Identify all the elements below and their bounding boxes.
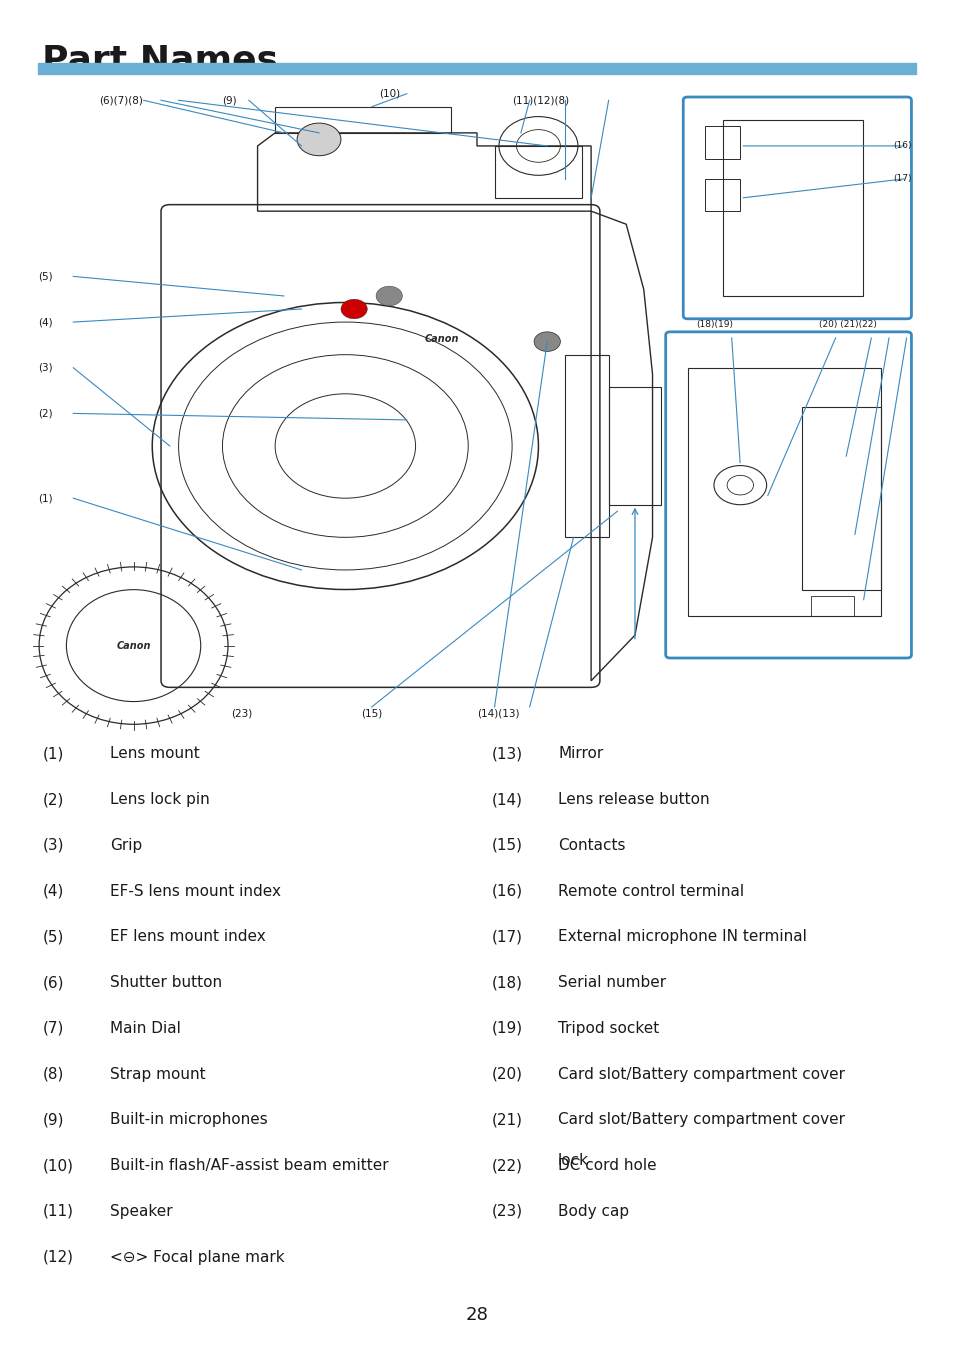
Bar	[810, 596, 854, 616]
Text: External microphone IN terminal: External microphone IN terminal	[558, 929, 806, 944]
Bar	[608, 387, 660, 504]
Text: (18)(19): (18)(19)	[696, 320, 733, 328]
Text: Strap mount: Strap mount	[110, 1067, 205, 1081]
Text: (23): (23)	[491, 1204, 522, 1219]
Text: (12): (12)	[43, 1250, 73, 1264]
Text: (1): (1)	[43, 746, 64, 761]
Text: (10): (10)	[378, 89, 399, 98]
Text: (21): (21)	[491, 1112, 521, 1127]
Text: Remote control terminal: Remote control terminal	[558, 884, 743, 898]
Text: (6): (6)	[43, 975, 65, 990]
Text: Contacts: Contacts	[558, 838, 625, 853]
Bar	[494, 147, 581, 198]
Text: (22): (22)	[491, 1158, 521, 1173]
Text: (9): (9)	[222, 95, 237, 105]
Text: Shutter button: Shutter button	[110, 975, 222, 990]
Text: (23): (23)	[231, 709, 253, 718]
Text: (20): (20)	[491, 1067, 521, 1081]
Text: Serial number: Serial number	[558, 975, 665, 990]
Text: (1): (1)	[38, 494, 52, 503]
Text: Part Names: Part Names	[42, 43, 278, 77]
Text: Speaker: Speaker	[110, 1204, 172, 1219]
Text: (2): (2)	[38, 409, 52, 418]
Text: (11): (11)	[43, 1204, 73, 1219]
Text: Lens release button: Lens release button	[558, 792, 709, 807]
Text: EF-S lens mount index: EF-S lens mount index	[110, 884, 280, 898]
Text: (15): (15)	[360, 709, 382, 718]
Text: (4): (4)	[38, 317, 52, 327]
Bar	[704, 126, 740, 159]
Bar	[801, 408, 880, 589]
Text: (9): (9)	[43, 1112, 65, 1127]
Text: Body cap: Body cap	[558, 1204, 629, 1219]
Text: (14)(13): (14)(13)	[476, 709, 519, 718]
Text: Mirror: Mirror	[558, 746, 602, 761]
Text: (3): (3)	[38, 363, 52, 373]
Text: Card slot/Battery compartment cover: Card slot/Battery compartment cover	[558, 1067, 844, 1081]
Text: <⊖> Focal plane mark: <⊖> Focal plane mark	[110, 1250, 284, 1264]
Text: Lens lock pin: Lens lock pin	[110, 792, 210, 807]
Text: EF lens mount index: EF lens mount index	[110, 929, 265, 944]
Text: (2): (2)	[43, 792, 64, 807]
Text: Canon: Canon	[116, 640, 151, 651]
Text: Lens mount: Lens mount	[110, 746, 199, 761]
Text: Built-in microphones: Built-in microphones	[110, 1112, 267, 1127]
Text: (19): (19)	[491, 1021, 522, 1036]
Text: (17): (17)	[491, 929, 521, 944]
Text: Card slot/Battery compartment cover: Card slot/Battery compartment cover	[558, 1112, 844, 1127]
Text: (7): (7)	[43, 1021, 64, 1036]
Text: (3): (3)	[43, 838, 65, 853]
Text: (14): (14)	[491, 792, 521, 807]
Circle shape	[534, 332, 559, 351]
Text: (16): (16)	[491, 884, 522, 898]
Text: 28: 28	[465, 1306, 488, 1325]
Bar	[274, 106, 450, 133]
Circle shape	[296, 124, 340, 156]
Bar	[564, 355, 608, 537]
Text: (20) (21)(22): (20) (21)(22)	[819, 320, 876, 328]
Text: Tripod socket: Tripod socket	[558, 1021, 659, 1036]
Text: (16): (16)	[892, 141, 910, 151]
Text: (5): (5)	[43, 929, 64, 944]
Bar	[687, 367, 880, 616]
Text: (11)(12)(8): (11)(12)(8)	[512, 95, 569, 105]
Text: DC cord hole: DC cord hole	[558, 1158, 656, 1173]
Text: (4): (4)	[43, 884, 64, 898]
Text: Main Dial: Main Dial	[110, 1021, 180, 1036]
Circle shape	[340, 299, 367, 319]
Text: Canon: Canon	[424, 334, 458, 343]
Text: (6)(7)(8): (6)(7)(8)	[99, 95, 143, 105]
Text: (17): (17)	[892, 174, 910, 183]
Circle shape	[375, 286, 402, 305]
Text: lock: lock	[558, 1154, 588, 1169]
Text: (5): (5)	[38, 272, 52, 281]
Bar	[722, 120, 862, 296]
Text: Grip: Grip	[110, 838, 142, 853]
Text: (15): (15)	[491, 838, 521, 853]
Text: Built-in flash/AF-assist beam emitter: Built-in flash/AF-assist beam emitter	[110, 1158, 388, 1173]
Bar	[38, 63, 915, 74]
Text: (18): (18)	[491, 975, 521, 990]
Text: (10): (10)	[43, 1158, 73, 1173]
Bar	[704, 179, 740, 211]
Text: (8): (8)	[43, 1067, 64, 1081]
Text: (13): (13)	[491, 746, 522, 761]
